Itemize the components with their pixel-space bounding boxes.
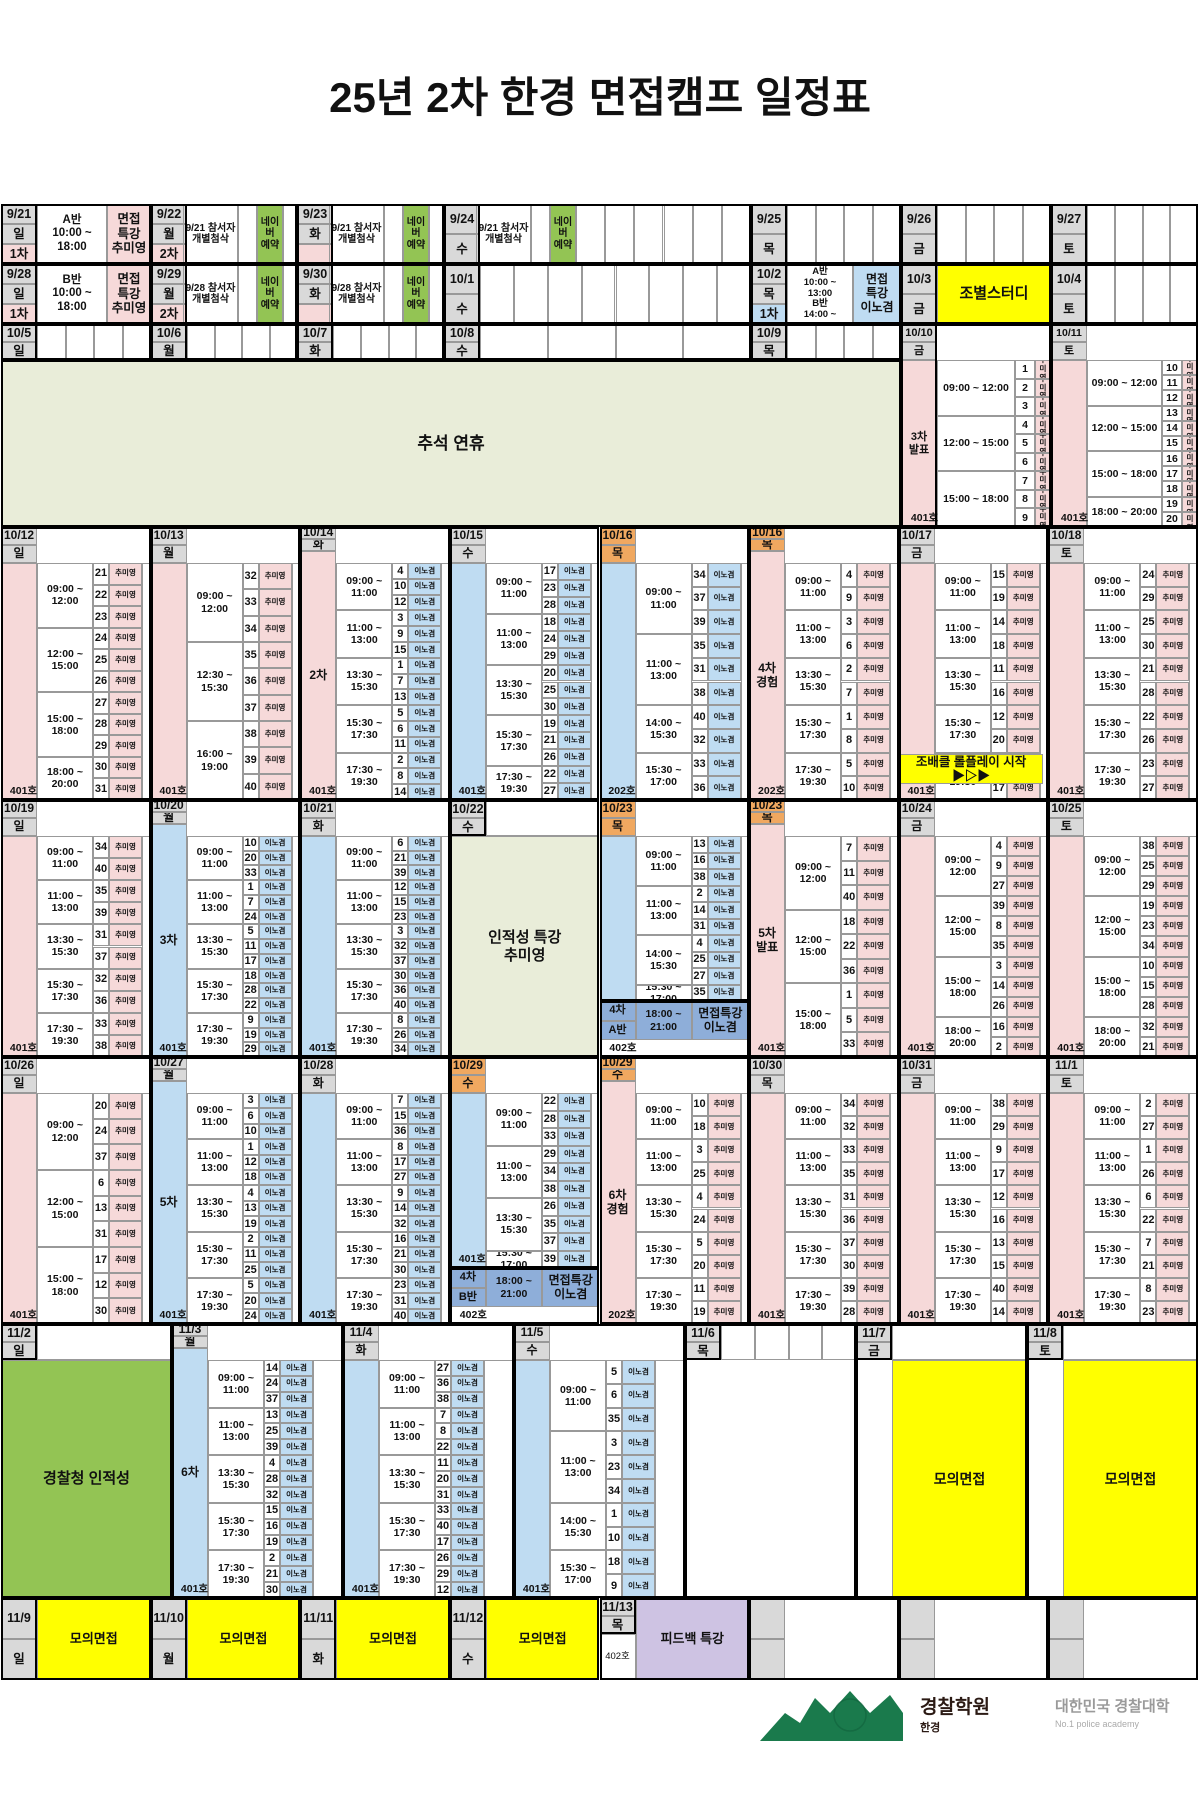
svg-text:대한민국 경찰대학: 대한민국 경찰대학	[1055, 1697, 1170, 1715]
svg-text:경찰학원: 경찰학원	[920, 1696, 990, 1718]
svg-text:No.1 police academy: No.1 police academy	[1055, 1719, 1140, 1729]
svg-text:한경: 한경	[920, 1720, 940, 1734]
